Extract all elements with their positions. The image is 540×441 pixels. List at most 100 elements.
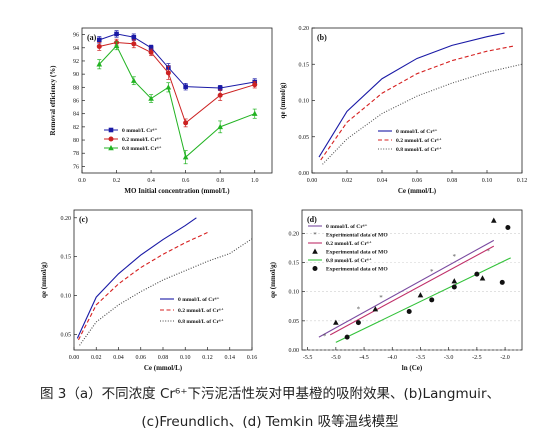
series-line bbox=[322, 63, 523, 165]
data-point: * bbox=[486, 247, 490, 255]
data-point: * bbox=[453, 253, 457, 261]
panel-label: (d) bbox=[307, 215, 317, 224]
legend-label: 0.8 mmol/L of Cr⁶⁺ bbox=[326, 258, 372, 264]
y-tick-label: 0.05 bbox=[299, 135, 310, 141]
plot-frame bbox=[73, 209, 253, 351]
data-point: * bbox=[430, 268, 434, 276]
x-tick-label: -5.5 bbox=[303, 355, 313, 361]
x-tick-label: 0.06 bbox=[136, 355, 147, 361]
langmuir-chart: 0.00 0.02 0.04 0.06 0.08 0.10 0.12 0.00 0.05 0.10… bbox=[279, 26, 527, 195]
y-tick-label: 82 bbox=[73, 125, 79, 131]
data-point bbox=[479, 275, 486, 281]
y-tick-label: 86 bbox=[73, 99, 79, 105]
panel-c: 0.00 0.02 0.04 0.06 0.08 0.10 0.12 0.14 0.16 0.05… bbox=[28, 202, 260, 374]
data-point bbox=[490, 217, 497, 223]
panel-b: 0.00 0.02 0.04 0.06 0.08 0.10 0.12 0.00 0.05 0.10… bbox=[278, 18, 530, 198]
legend-label: 0.2 mmol/L of Cr⁶⁺ bbox=[326, 241, 372, 247]
data-point bbox=[355, 320, 361, 326]
x-tick-label: 0.0 bbox=[78, 178, 86, 184]
plot-frame bbox=[301, 209, 523, 351]
data-point bbox=[183, 120, 189, 126]
series-line bbox=[98, 44, 255, 159]
data-point bbox=[96, 37, 102, 43]
fit-line bbox=[329, 245, 495, 336]
y-tick-label: 0.15 bbox=[299, 62, 310, 68]
series-line bbox=[77, 232, 208, 341]
data-point bbox=[148, 45, 154, 51]
legend-marker: * bbox=[313, 231, 317, 239]
data-point bbox=[333, 319, 339, 325]
y-tick-label: 78 bbox=[73, 151, 79, 157]
y-tick-label: 0.10 bbox=[61, 294, 72, 300]
y-tick-label: 0.10 bbox=[289, 290, 300, 296]
y-tick-label: 76 bbox=[73, 164, 79, 170]
data-point bbox=[417, 292, 424, 298]
panel-label: (a) bbox=[87, 33, 97, 42]
x-tick-label: 0.8 bbox=[216, 178, 224, 184]
fit-line bbox=[335, 257, 511, 343]
removal-efficiency-chart: 0.0 0.2 0.4 0.6 0.8 1.0 76 78 80 82 84 86 88 90 92 94 96… bbox=[49, 27, 273, 195]
data-point bbox=[96, 61, 103, 67]
y-tick-label: 0.15 bbox=[61, 255, 72, 261]
data-point bbox=[131, 77, 137, 83]
x-tick-label: 0.16 bbox=[247, 355, 258, 361]
data-point bbox=[183, 84, 188, 89]
series-line bbox=[76, 217, 197, 339]
data-point bbox=[344, 334, 350, 340]
x-tick-label: 0.12 bbox=[202, 355, 213, 361]
legend-label: 0.8 mmol/L of Cr⁶⁺ bbox=[396, 147, 442, 153]
y-tick-label: 80 bbox=[73, 138, 79, 144]
legend-marker bbox=[312, 266, 318, 271]
y-tick-label: 0.00 bbox=[289, 348, 300, 354]
x-tick-label: -3.5 bbox=[416, 355, 426, 361]
data-point bbox=[131, 34, 137, 40]
data-point bbox=[451, 284, 457, 290]
x-tick-label: -2.0 bbox=[500, 355, 510, 361]
x-axis-label: MO Initial concentration (mmol/L) bbox=[124, 187, 230, 195]
x-axis-label: Ce (mmol/L) bbox=[144, 364, 183, 372]
x-tick-label: 0.08 bbox=[158, 355, 169, 361]
x-axis-label: ln (Ce) bbox=[402, 364, 423, 372]
data-point bbox=[148, 49, 154, 55]
y-tick-label: 0.05 bbox=[61, 332, 72, 338]
x-tick-label: 0.00 bbox=[69, 355, 80, 361]
x-tick-label: -3.0 bbox=[444, 355, 454, 361]
data-point bbox=[505, 225, 511, 230]
y-axis-label: Removal efficiency (%) bbox=[49, 65, 57, 136]
data-point bbox=[148, 95, 154, 101]
y-tick-label: 0.00 bbox=[299, 171, 310, 177]
x-tick-label: 0.06 bbox=[412, 178, 423, 184]
series-line bbox=[320, 45, 514, 161]
x-tick-label: 0.10 bbox=[180, 355, 191, 361]
x-tick-label: 0.2 bbox=[113, 178, 121, 184]
x-tick-label: -2.5 bbox=[472, 355, 482, 361]
x-tick-label: 0.04 bbox=[113, 355, 124, 361]
legend-marker bbox=[108, 127, 114, 133]
legend-label: 0.2 mmol/L Cr⁶⁺ bbox=[122, 137, 162, 143]
data-point bbox=[217, 85, 223, 91]
data-point bbox=[217, 123, 223, 130]
y-axis-label: qe (mmol/g) bbox=[40, 261, 48, 298]
y-tick-label: 96 bbox=[73, 33, 79, 39]
x-tick-label: -4.5 bbox=[359, 355, 369, 361]
x-tick-label: 0.02 bbox=[342, 178, 353, 184]
data-point bbox=[406, 309, 412, 314]
legend-label: 0 mmol/L Cr⁶⁺ bbox=[122, 128, 157, 134]
legend-label: Experimental data of MO bbox=[326, 233, 388, 239]
series-line bbox=[99, 41, 255, 124]
x-tick-label: 1.0 bbox=[251, 178, 259, 184]
legend-label: Experimental data of MO bbox=[326, 250, 388, 256]
y-axis-label: qe (mmol/g) bbox=[269, 261, 277, 298]
x-tick-label: 0.4 bbox=[147, 178, 155, 184]
panel-a: 0.0 0.2 0.4 0.6 0.8 1.0 76 78 80 82 84 86 88 90 92 94 96… bbox=[46, 18, 278, 198]
figure-caption: 图 3（a）不同浓度 Cr⁶⁺下污泥活性炭对甲基橙的吸附效果、(b)Langmu… bbox=[0, 380, 540, 436]
freundlich-chart: 0.00 0.02 0.04 0.06 0.08 0.10 0.12 0.14 0.16 0.05… bbox=[40, 209, 258, 372]
x-axis-label: Ce (mmol/L) bbox=[398, 187, 437, 195]
series-line bbox=[318, 32, 505, 158]
data-point bbox=[474, 271, 480, 277]
y-axis-label: qe (mmol/g) bbox=[279, 82, 287, 119]
data-point bbox=[113, 42, 120, 48]
legend-label: 0.8 mmol/L of Cr⁶⁺ bbox=[178, 319, 224, 325]
legend-label: 0 mmol/L of Cr⁶⁺ bbox=[396, 129, 437, 135]
data-point bbox=[252, 82, 258, 88]
